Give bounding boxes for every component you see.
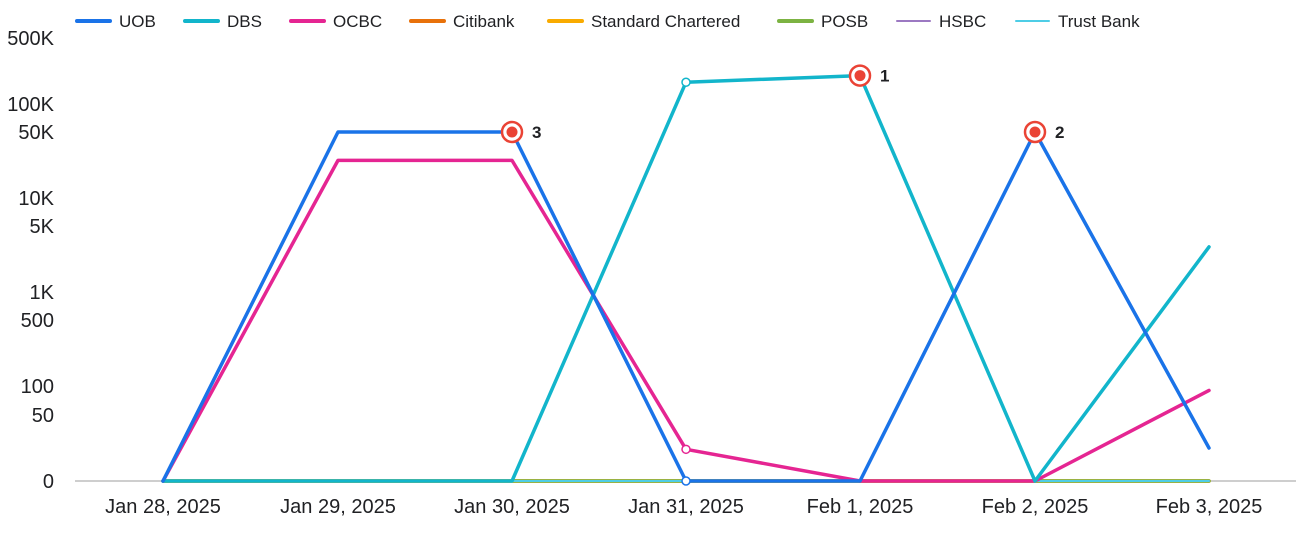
legend-item-posb[interactable]: POSB <box>777 12 868 31</box>
highlight-rank-label: 2 <box>1055 123 1064 142</box>
legend-item-ocbc[interactable]: OCBC <box>289 12 382 31</box>
highlight-dot <box>506 126 518 138</box>
highlight-dot <box>1029 126 1041 138</box>
y-axis: 0 50 100 500 1K 5K 10K 50K 100K 500K <box>7 28 54 493</box>
y-tick-label: 50K <box>18 122 54 144</box>
y-tick-label: 500 <box>21 310 54 332</box>
y-tick-label: 10K <box>18 188 54 210</box>
legend-label-hsbc: HSBC <box>939 12 986 31</box>
legend-label-standard-chartered: Standard Chartered <box>591 12 740 31</box>
legend-label-uob: UOB <box>119 12 156 31</box>
y-tick-label: 50 <box>32 405 54 427</box>
legend-label-citibank: Citibank <box>453 12 515 31</box>
x-tick-label: Jan 29, 2025 <box>280 496 396 518</box>
y-tick-label: 100K <box>7 94 54 116</box>
legend-item-standard-chartered[interactable]: Standard Chartered <box>547 12 740 31</box>
y-tick-label: 500K <box>7 28 54 50</box>
legend-item-uob[interactable]: UOB <box>75 12 156 31</box>
highlight-rank-label: 3 <box>532 123 541 142</box>
legend-item-citibank[interactable]: Citibank <box>409 12 515 31</box>
x-tick-label: Feb 2, 2025 <box>982 496 1089 518</box>
legend-label-ocbc: OCBC <box>333 12 382 31</box>
point-marker[interactable] <box>681 444 691 455</box>
legend-label-dbs: DBS <box>227 12 262 31</box>
x-tick-label: Jan 30, 2025 <box>454 496 570 518</box>
legend: UOB DBS OCBC Citibank Standard Chartered POSB… <box>75 12 1140 31</box>
highlight-dot <box>854 70 866 82</box>
x-tick-label: Jan 28, 2025 <box>105 496 221 518</box>
series-line-uob[interactable] <box>161 130 1211 483</box>
y-tick-label: 100 <box>21 376 54 398</box>
point-marker[interactable] <box>681 77 691 87</box>
legend-label-posb: POSB <box>821 12 868 31</box>
x-tick-label: Jan 31, 2025 <box>628 496 744 518</box>
y-tick-label: 0 <box>43 471 54 493</box>
x-tick-label: Feb 1, 2025 <box>807 496 914 518</box>
annotation-layer: 1 2 3 <box>500 64 1064 144</box>
legend-item-trust-bank[interactable]: Trust Bank <box>1015 12 1140 31</box>
series-line-dbs[interactable] <box>161 73 1211 483</box>
highlight-marker-3[interactable]: 3 <box>500 120 541 144</box>
y-tick-label: 1K <box>30 282 55 304</box>
point-marker[interactable] <box>681 476 691 486</box>
y-tick-label: 5K <box>30 216 55 238</box>
legend-item-dbs[interactable]: DBS <box>183 12 262 31</box>
x-axis: Jan 28, 2025 Jan 29, 2025 Jan 30, 2025 Jan … <box>75 480 1296 518</box>
highlight-marker-2[interactable]: 2 <box>1023 120 1064 144</box>
legend-label-trust-bank: Trust Bank <box>1058 12 1140 31</box>
legend-item-hsbc[interactable]: HSBC <box>896 12 986 31</box>
series-layer <box>161 73 1211 486</box>
series-line-ocbc[interactable] <box>161 158 1211 483</box>
x-tick-label: Feb 3, 2025 <box>1156 496 1263 518</box>
highlight-marker-1[interactable]: 1 <box>848 64 889 87</box>
highlight-rank-label: 1 <box>880 67 889 86</box>
